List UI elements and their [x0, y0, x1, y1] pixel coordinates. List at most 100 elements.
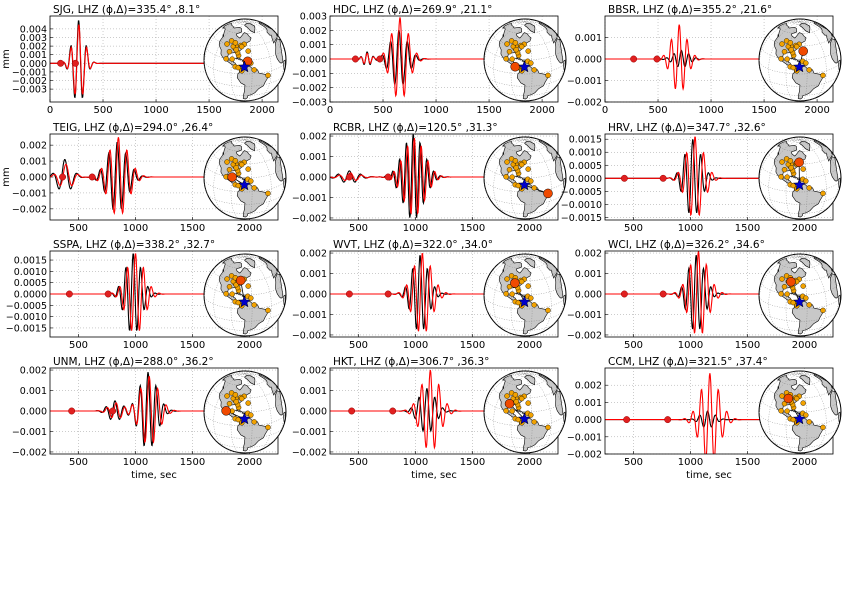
land-mass: [777, 151, 779, 156]
land-mass: [502, 151, 504, 156]
phase-marker: [68, 407, 76, 415]
y-tick-label: −0.002: [292, 83, 327, 94]
station-dot: [233, 399, 239, 405]
globe-map: [483, 18, 567, 102]
x-axis-label: time, sec: [131, 470, 177, 481]
station-dot: [248, 178, 254, 184]
station-dot: [790, 64, 796, 71]
station-dot: [790, 416, 796, 423]
station-dot: [513, 47, 519, 53]
graticule-meridian: [524, 256, 533, 336]
graticule-meridian: [797, 253, 801, 257]
station-dot: [794, 395, 800, 402]
station-dot: [519, 161, 525, 168]
graticule-parallel: [770, 206, 830, 214]
y-tick-label: 0.001: [300, 386, 327, 397]
graticule-meridian: [493, 256, 526, 333]
globe-map: [758, 18, 842, 102]
graticule-parallel: [758, 177, 842, 193]
station-dot: [779, 41, 785, 47]
station-dot: [528, 178, 534, 184]
land-mass: [502, 385, 504, 390]
station-dot: [248, 295, 254, 301]
land-mass: [813, 22, 833, 44]
globe-map: [483, 253, 567, 337]
station-dot: [528, 60, 534, 66]
y-tick-label: 0.000: [300, 55, 327, 66]
graticule-parallel: [758, 411, 842, 427]
x-tick-label: 1000: [423, 105, 448, 116]
y-tick-label: 0.001: [300, 152, 327, 163]
graticule-parallel: [224, 22, 266, 34]
y-tick-label: −0.002: [12, 204, 47, 215]
graticule-parallel: [770, 440, 830, 448]
x-tick-label: 2000: [237, 340, 262, 351]
station-dot: [803, 295, 809, 301]
graticule-meridian: [797, 18, 801, 22]
y-tick-label: −0.0010: [561, 200, 602, 211]
y-tick-label: −0.002: [567, 330, 602, 341]
selected-station-dot: [510, 278, 520, 288]
graticule-parallel: [761, 426, 839, 439]
station-dot: [513, 164, 519, 171]
y-tick-label: −0.002: [12, 447, 47, 458]
graticule-parallel: [779, 374, 821, 386]
selected-station-dot: [504, 398, 515, 409]
y-tick-label: 0.0005: [569, 161, 602, 172]
y-tick-label: 0.0010: [14, 267, 47, 278]
graticule-meridian: [799, 139, 808, 219]
y-tick-label: −0.002: [292, 330, 327, 341]
panel-title: BBSR, LHZ (ϕ,Δ)=355.2° ,21.6°: [608, 4, 772, 16]
y-tick-label: 0.002: [300, 132, 327, 143]
graticule-meridian: [510, 139, 526, 219]
graticule-parallel: [237, 371, 253, 377]
station-dot: [245, 48, 251, 54]
station-dot: [525, 400, 531, 406]
x-axis-label: time, sec: [411, 470, 457, 481]
graticule-meridian: [244, 373, 253, 453]
graticule-meridian: [484, 373, 526, 429]
x-tick-label: 500: [648, 105, 667, 116]
y-tick-label: 0.002: [300, 249, 327, 260]
graticule-parallel: [206, 192, 284, 205]
graticule-parallel: [483, 59, 567, 75]
graticule-meridian: [244, 371, 250, 374]
x-tick-label: 500: [349, 457, 368, 468]
selected-station-dot: [227, 172, 237, 182]
panel-title: SJG, LHZ (ϕ,Δ)=335.4° ,8.1°: [53, 4, 200, 16]
x-tick-label: 1000: [123, 223, 148, 234]
graticule-meridian: [244, 21, 272, 100]
phase-marker: [664, 416, 672, 424]
graticule-meridian: [797, 136, 801, 140]
graticule-meridian: [799, 254, 805, 257]
y-tick-label: 0.002: [20, 366, 47, 377]
station-dot: [245, 166, 251, 172]
land-mass: [777, 33, 779, 38]
graticule-parallel: [758, 294, 842, 310]
y-tick-label: 0.004: [20, 24, 47, 35]
station-dot: [512, 392, 519, 398]
graticule-parallel: [504, 257, 546, 269]
graticule-parallel: [206, 309, 284, 322]
x-tick-label: 500: [349, 340, 368, 351]
y-tick-label: 0.002: [20, 42, 47, 53]
station-dot: [238, 161, 245, 168]
y-tick-label: −0.0015: [561, 213, 602, 224]
phase-marker: [352, 55, 359, 63]
land-mass: [777, 385, 779, 390]
graticule-parallel: [206, 426, 284, 439]
y-tick-label: −0.001: [292, 427, 327, 438]
y-tick-label: 0.001: [575, 269, 602, 280]
graticule-meridian: [234, 137, 246, 140]
station-dot: [525, 166, 531, 172]
x-tick-label: 2000: [804, 105, 829, 116]
y-tick-label: −0.002: [292, 447, 327, 458]
phase-marker: [65, 290, 73, 298]
land-mass: [554, 273, 566, 307]
station-dot: [251, 185, 257, 191]
graticule-meridian: [234, 371, 246, 374]
graticule-meridian: [484, 139, 526, 195]
source-star-icon: [793, 412, 806, 425]
graticule-meridian: [242, 253, 246, 257]
